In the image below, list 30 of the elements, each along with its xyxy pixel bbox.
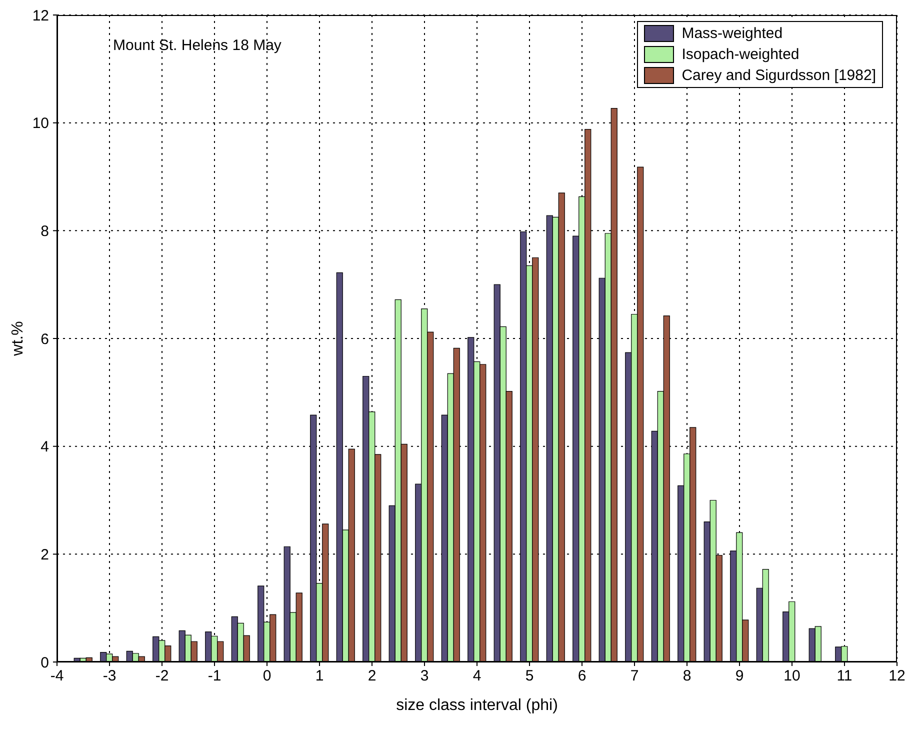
- y-tick-label: 4: [40, 438, 49, 456]
- x-tick-label: 2: [368, 668, 376, 685]
- legend-label: Isopach-weighted: [682, 46, 800, 63]
- x-tick-label: 9: [735, 668, 744, 685]
- x-tick-label: 3: [420, 668, 429, 685]
- y-tick-label: 2: [40, 546, 49, 564]
- x-tick-label: 11: [836, 668, 852, 685]
- y-tick-label: 6: [40, 330, 49, 348]
- y-tick-label: 10: [32, 115, 49, 132]
- annotation: Mount St. Helens 18 May: [113, 37, 282, 54]
- y-tick-label: 8: [40, 222, 49, 240]
- x-tick-label: 10: [784, 668, 800, 685]
- x-tick-label: 4: [472, 668, 482, 685]
- y-tick-label: 12: [32, 7, 49, 24]
- legend-label: Mass-weighted: [682, 25, 783, 42]
- x-tick-label: -2: [155, 668, 169, 685]
- x-tick-label: -1: [208, 668, 222, 685]
- x-tick-label: 1: [315, 668, 324, 685]
- x-tick-label: 12: [888, 668, 906, 685]
- y-axis-title: wt.%: [10, 321, 27, 357]
- x-tick-label: -4: [50, 668, 64, 685]
- x-tick-label: 5: [525, 668, 534, 685]
- x-tick-label: -3: [102, 668, 116, 685]
- x-tick-label: 0: [262, 668, 272, 685]
- legend-label: Carey and Sigurdsson [1982]: [682, 67, 876, 84]
- x-tick-label: 6: [578, 668, 586, 685]
- x-tick-label: 8: [682, 668, 692, 685]
- x-tick-label: 7: [630, 668, 639, 685]
- x-axis-title: size class interval (phi): [396, 697, 558, 714]
- y-tick-label: 0: [40, 654, 49, 672]
